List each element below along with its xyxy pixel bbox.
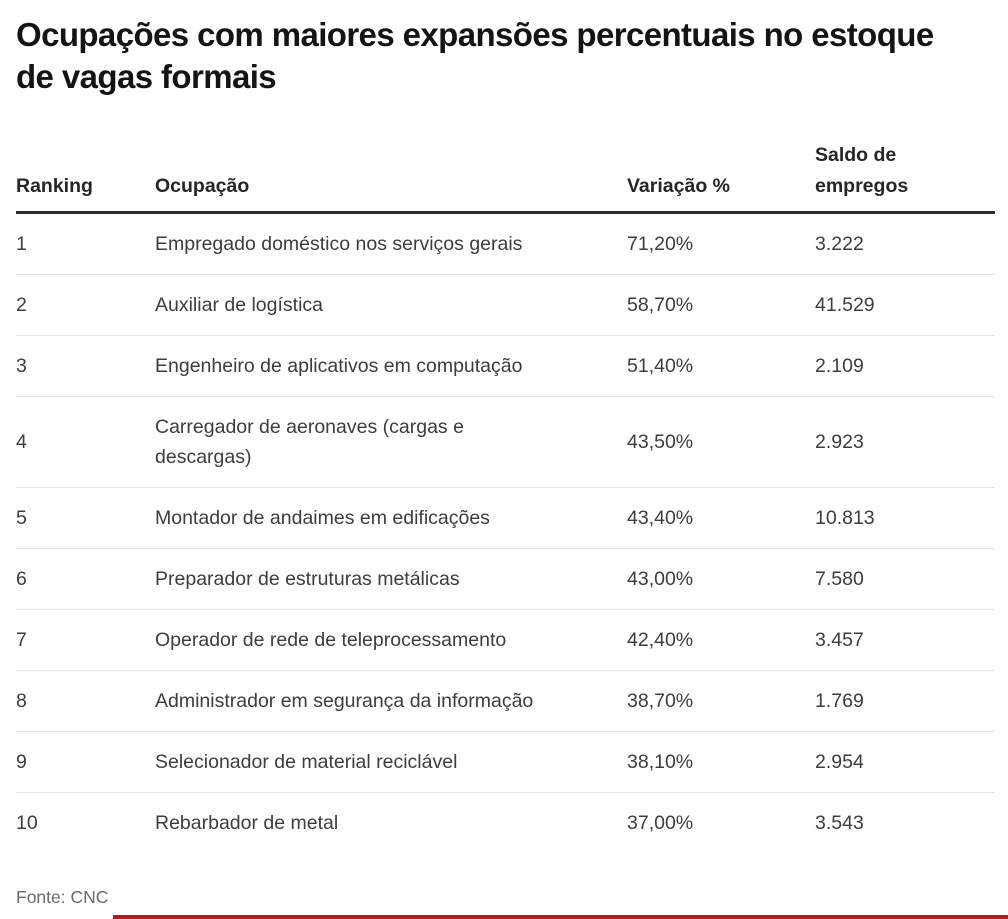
cell-ranking: 6 — [16, 568, 27, 590]
cell-variacao: 51,40% — [627, 355, 694, 377]
cell-ocupacao: Montador de andaimes em edificações — [155, 507, 490, 529]
cell-ocupacao: Empregado doméstico nos serviços gerais — [155, 233, 523, 255]
cell-variacao: 43,40% — [627, 507, 694, 529]
cell-variacao: 43,50% — [627, 431, 694, 453]
cell-variacao: 37,00% — [627, 812, 694, 834]
table-header: Ranking Ocupação Variação % Saldo de emp… — [16, 140, 995, 214]
cell-saldo: 2.923 — [815, 431, 864, 453]
cell-ranking: 2 — [16, 294, 27, 316]
cell-ocupacao: Rebarbador de metal — [155, 812, 339, 834]
source-credit: Fonte: CNC — [16, 887, 109, 907]
cell-variacao: 58,70% — [627, 294, 694, 316]
cell-saldo: 2.954 — [815, 751, 864, 773]
table-row: 1 Empregado doméstico nos serviços gerai… — [16, 214, 995, 275]
cell-ocupacao: Administrador em segurança da informação — [155, 690, 534, 712]
table-row: 3 Engenheiro de aplicativos em computaçã… — [16, 336, 995, 397]
cell-variacao: 42,40% — [627, 629, 694, 651]
cell-ranking: 10 — [16, 812, 38, 834]
cell-ranking: 1 — [16, 233, 27, 255]
cell-saldo: 3.543 — [815, 812, 864, 834]
table-row: 2 Auxiliar de logística 58,70% 41.529 — [16, 275, 995, 336]
cell-variacao: 43,00% — [627, 568, 694, 590]
table-row: 10 Rebarbador de metal 37,00% 3.543 — [16, 793, 995, 853]
cell-saldo: 2.109 — [815, 355, 864, 377]
page-title: Ocupações com maiores expansões percentu… — [16, 16, 934, 95]
table-row: 4 Carregador de aeronaves (cargas e desc… — [16, 397, 995, 488]
cell-saldo: 1.769 — [815, 690, 864, 712]
accent-bar — [113, 915, 1008, 919]
cell-ranking: 4 — [16, 431, 27, 453]
cell-ranking: 3 — [16, 355, 27, 377]
cell-ocupacao: Carregador de aeronaves (cargas e descar… — [155, 416, 464, 468]
table-body: 1 Empregado doméstico nos serviços gerai… — [16, 214, 995, 853]
cell-ocupacao: Preparador de estruturas metálicas — [155, 568, 460, 590]
cell-ocupacao: Auxiliar de logística — [155, 294, 323, 316]
table-row: 6 Preparador de estruturas metálicas 43,… — [16, 549, 995, 610]
column-header-saldo: Saldo de empregos — [815, 144, 909, 197]
column-header-ranking: Ranking — [16, 175, 93, 197]
cell-ocupacao: Selecionador de material reciclável — [155, 751, 458, 773]
cell-ranking: 7 — [16, 629, 27, 651]
table-row: 7 Operador de rede de teleprocessamento … — [16, 610, 995, 671]
cell-saldo: 10.813 — [815, 507, 875, 529]
cell-ranking: 8 — [16, 690, 27, 712]
cell-variacao: 38,10% — [627, 751, 694, 773]
cell-saldo: 41.529 — [815, 294, 875, 316]
cell-saldo: 7.580 — [815, 568, 864, 590]
cell-saldo: 3.222 — [815, 233, 864, 255]
cell-ocupacao: Engenheiro de aplicativos em computação — [155, 355, 523, 377]
cell-ocupacao: Operador de rede de teleprocessamento — [155, 629, 507, 651]
cell-variacao: 71,20% — [627, 233, 694, 255]
table-row: 8 Administrador em segurança da informaç… — [16, 671, 995, 732]
column-header-variacao: Variação % — [627, 175, 730, 197]
jobs-table: Ranking Ocupação Variação % Saldo de emp… — [16, 140, 995, 853]
cell-ranking: 5 — [16, 507, 27, 529]
cell-ranking: 9 — [16, 751, 27, 773]
column-header-ocupacao: Ocupação — [155, 175, 250, 197]
cell-variacao: 38,70% — [627, 690, 694, 712]
table-row: 5 Montador de andaimes em edificações 43… — [16, 488, 995, 549]
table-row: 9 Selecionador de material reciclável 38… — [16, 732, 995, 793]
cell-saldo: 3.457 — [815, 629, 864, 651]
